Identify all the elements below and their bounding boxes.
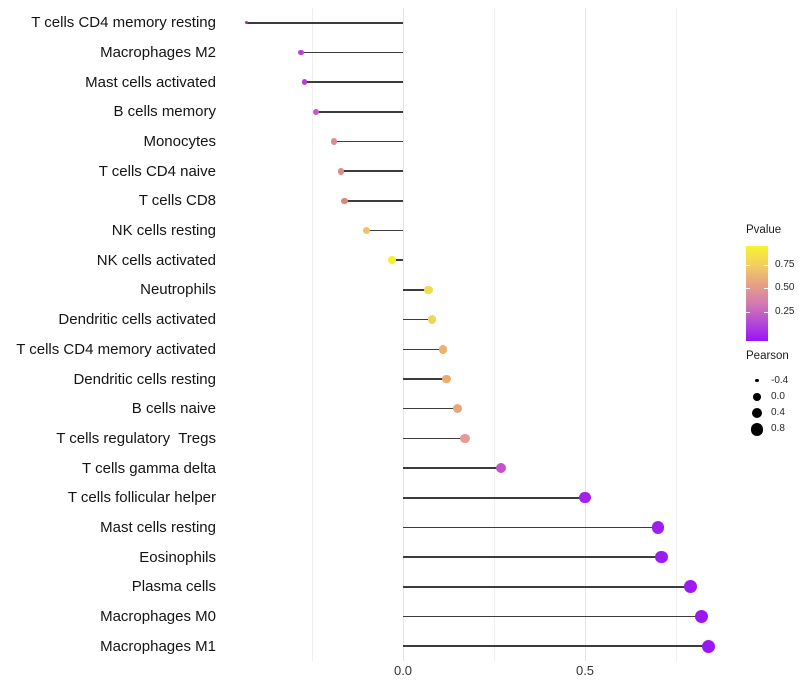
lollipop-dot <box>684 580 697 594</box>
lollipop-dot <box>460 433 470 444</box>
y-axis-label: T cells CD4 memory activated <box>16 340 216 358</box>
colorbar-tick <box>764 312 768 313</box>
lollipop-segment <box>246 22 403 24</box>
lollipop-segment <box>304 81 403 83</box>
y-axis-label: Dendritic cells activated <box>58 311 216 329</box>
x-tick-label: 0.5 <box>575 663 595 678</box>
lollipop-segment <box>366 229 403 232</box>
major-gridline <box>402 8 404 661</box>
lollipop-segment <box>403 467 502 469</box>
pearson-legend-dot <box>751 407 763 419</box>
colorbar-tick <box>764 264 768 266</box>
y-axis-label: NK cells resting <box>111 222 216 240</box>
lollipop-segment <box>333 140 403 143</box>
colorbar-tick <box>746 312 750 313</box>
y-axis-label: T cells CD8 <box>138 192 216 210</box>
lollipop-segment <box>315 111 403 113</box>
y-axis-label: Eosinophils <box>139 548 216 566</box>
lollipop-dot <box>301 79 308 85</box>
y-axis-label: Mast cells resting <box>100 518 216 536</box>
colorbar-tick <box>746 288 750 290</box>
lollipop-dot <box>298 49 304 56</box>
lollipop-segment <box>344 200 403 202</box>
lollipop-dot <box>424 285 433 295</box>
y-axis-label: T cells CD4 naive <box>98 162 216 180</box>
lollipop-segment <box>403 585 691 588</box>
y-axis-label: Neutrophils <box>140 281 216 299</box>
minor-gridline <box>675 8 677 661</box>
y-axis-label: T cells gamma delta <box>82 459 216 477</box>
pearson-legend: Pearson -0.4 0.0 0.4 0.8 <box>746 350 789 436</box>
lollipop-segment <box>403 645 709 647</box>
y-axis-label: Mast cells activated <box>85 73 216 91</box>
lollipop-segment <box>392 259 403 262</box>
lollipop-segment <box>403 348 444 351</box>
y-axis-label: Plasma cells <box>131 578 216 596</box>
y-axis-label: T cells CD4 memory resting <box>31 14 216 32</box>
lollipop-segment <box>403 318 433 321</box>
y-axis-label: B cells naive <box>131 400 216 418</box>
y-axis-label: T cells follicular helper <box>67 489 216 507</box>
lollipop-dot <box>330 138 337 145</box>
lollipop-dot <box>651 521 664 534</box>
pearson-legend-label: 0.0 <box>771 390 785 402</box>
y-axis-label: Macrophages M1 <box>100 637 216 655</box>
lollipop-segment <box>403 378 447 380</box>
lollipop-dot <box>453 404 463 414</box>
lollipop-dot <box>363 227 371 235</box>
pvalue-legend-title: Pvalue <box>746 224 782 236</box>
lollipop-segment <box>403 615 702 618</box>
pearson-legend-title: Pearson <box>746 350 789 362</box>
lollipop-dot <box>438 344 448 354</box>
pearson-legend-label: 0.8 <box>771 423 785 435</box>
lollipop-segment <box>341 170 403 173</box>
y-axis-label: Monocytes <box>143 133 216 151</box>
lollipop-dot <box>427 315 437 324</box>
lollipop-dot <box>702 639 716 653</box>
minor-gridline <box>311 8 313 661</box>
lollipop-segment <box>403 526 658 529</box>
lollipop-dot <box>655 550 668 564</box>
pvalue-tick-label: 0.50 <box>775 282 795 294</box>
pvalue-tick-label: 0.75 <box>775 258 795 270</box>
y-axis-label: Dendritic cells resting <box>73 370 216 388</box>
pvalue-legend: Pvalue 0.75 0.50 0.25 <box>746 224 794 341</box>
lollipop-dot <box>337 167 345 175</box>
lollipop-dot <box>579 492 591 504</box>
colorbar-tick <box>764 288 768 290</box>
pearson-legend-label: -0.4 <box>771 374 789 386</box>
colorbar-tick <box>746 264 750 266</box>
pearson-legend-dot <box>753 392 761 401</box>
lollipop-segment <box>403 407 458 410</box>
lollipop-segment <box>403 437 465 440</box>
major-gridline <box>584 8 586 661</box>
y-axis-label: NK cells activated <box>96 251 216 269</box>
lollipop-segment <box>301 51 403 54</box>
pvalue-colorbar: 0.75 0.50 0.25 <box>746 245 794 341</box>
lollipop-dot <box>312 108 319 115</box>
pearson-legend-dot <box>750 423 764 436</box>
lollipop-dot <box>388 256 396 265</box>
pearson-legend-label: 0.4 <box>771 407 785 419</box>
y-axis-label: B cells memory <box>113 103 216 121</box>
lollipop-dot <box>244 21 248 25</box>
pvalue-tick-label: 0.25 <box>775 306 795 317</box>
lollipop-segment <box>403 496 585 499</box>
lollipop-dot <box>442 374 452 384</box>
x-tick-label: 0.0 <box>393 663 413 678</box>
y-axis-label: T cells regulatory Tregs <box>56 429 216 447</box>
lollipop-dot <box>341 197 349 205</box>
y-axis-label: Macrophages M0 <box>100 607 216 625</box>
pearson-legend-dot <box>755 378 759 383</box>
lollipop-dot <box>694 609 708 623</box>
minor-gridline <box>493 8 495 661</box>
lollipop-dot <box>496 463 507 474</box>
y-axis-label: Macrophages M2 <box>100 44 216 62</box>
lollipop-segment <box>403 556 662 558</box>
lollipop-segment <box>403 289 429 291</box>
